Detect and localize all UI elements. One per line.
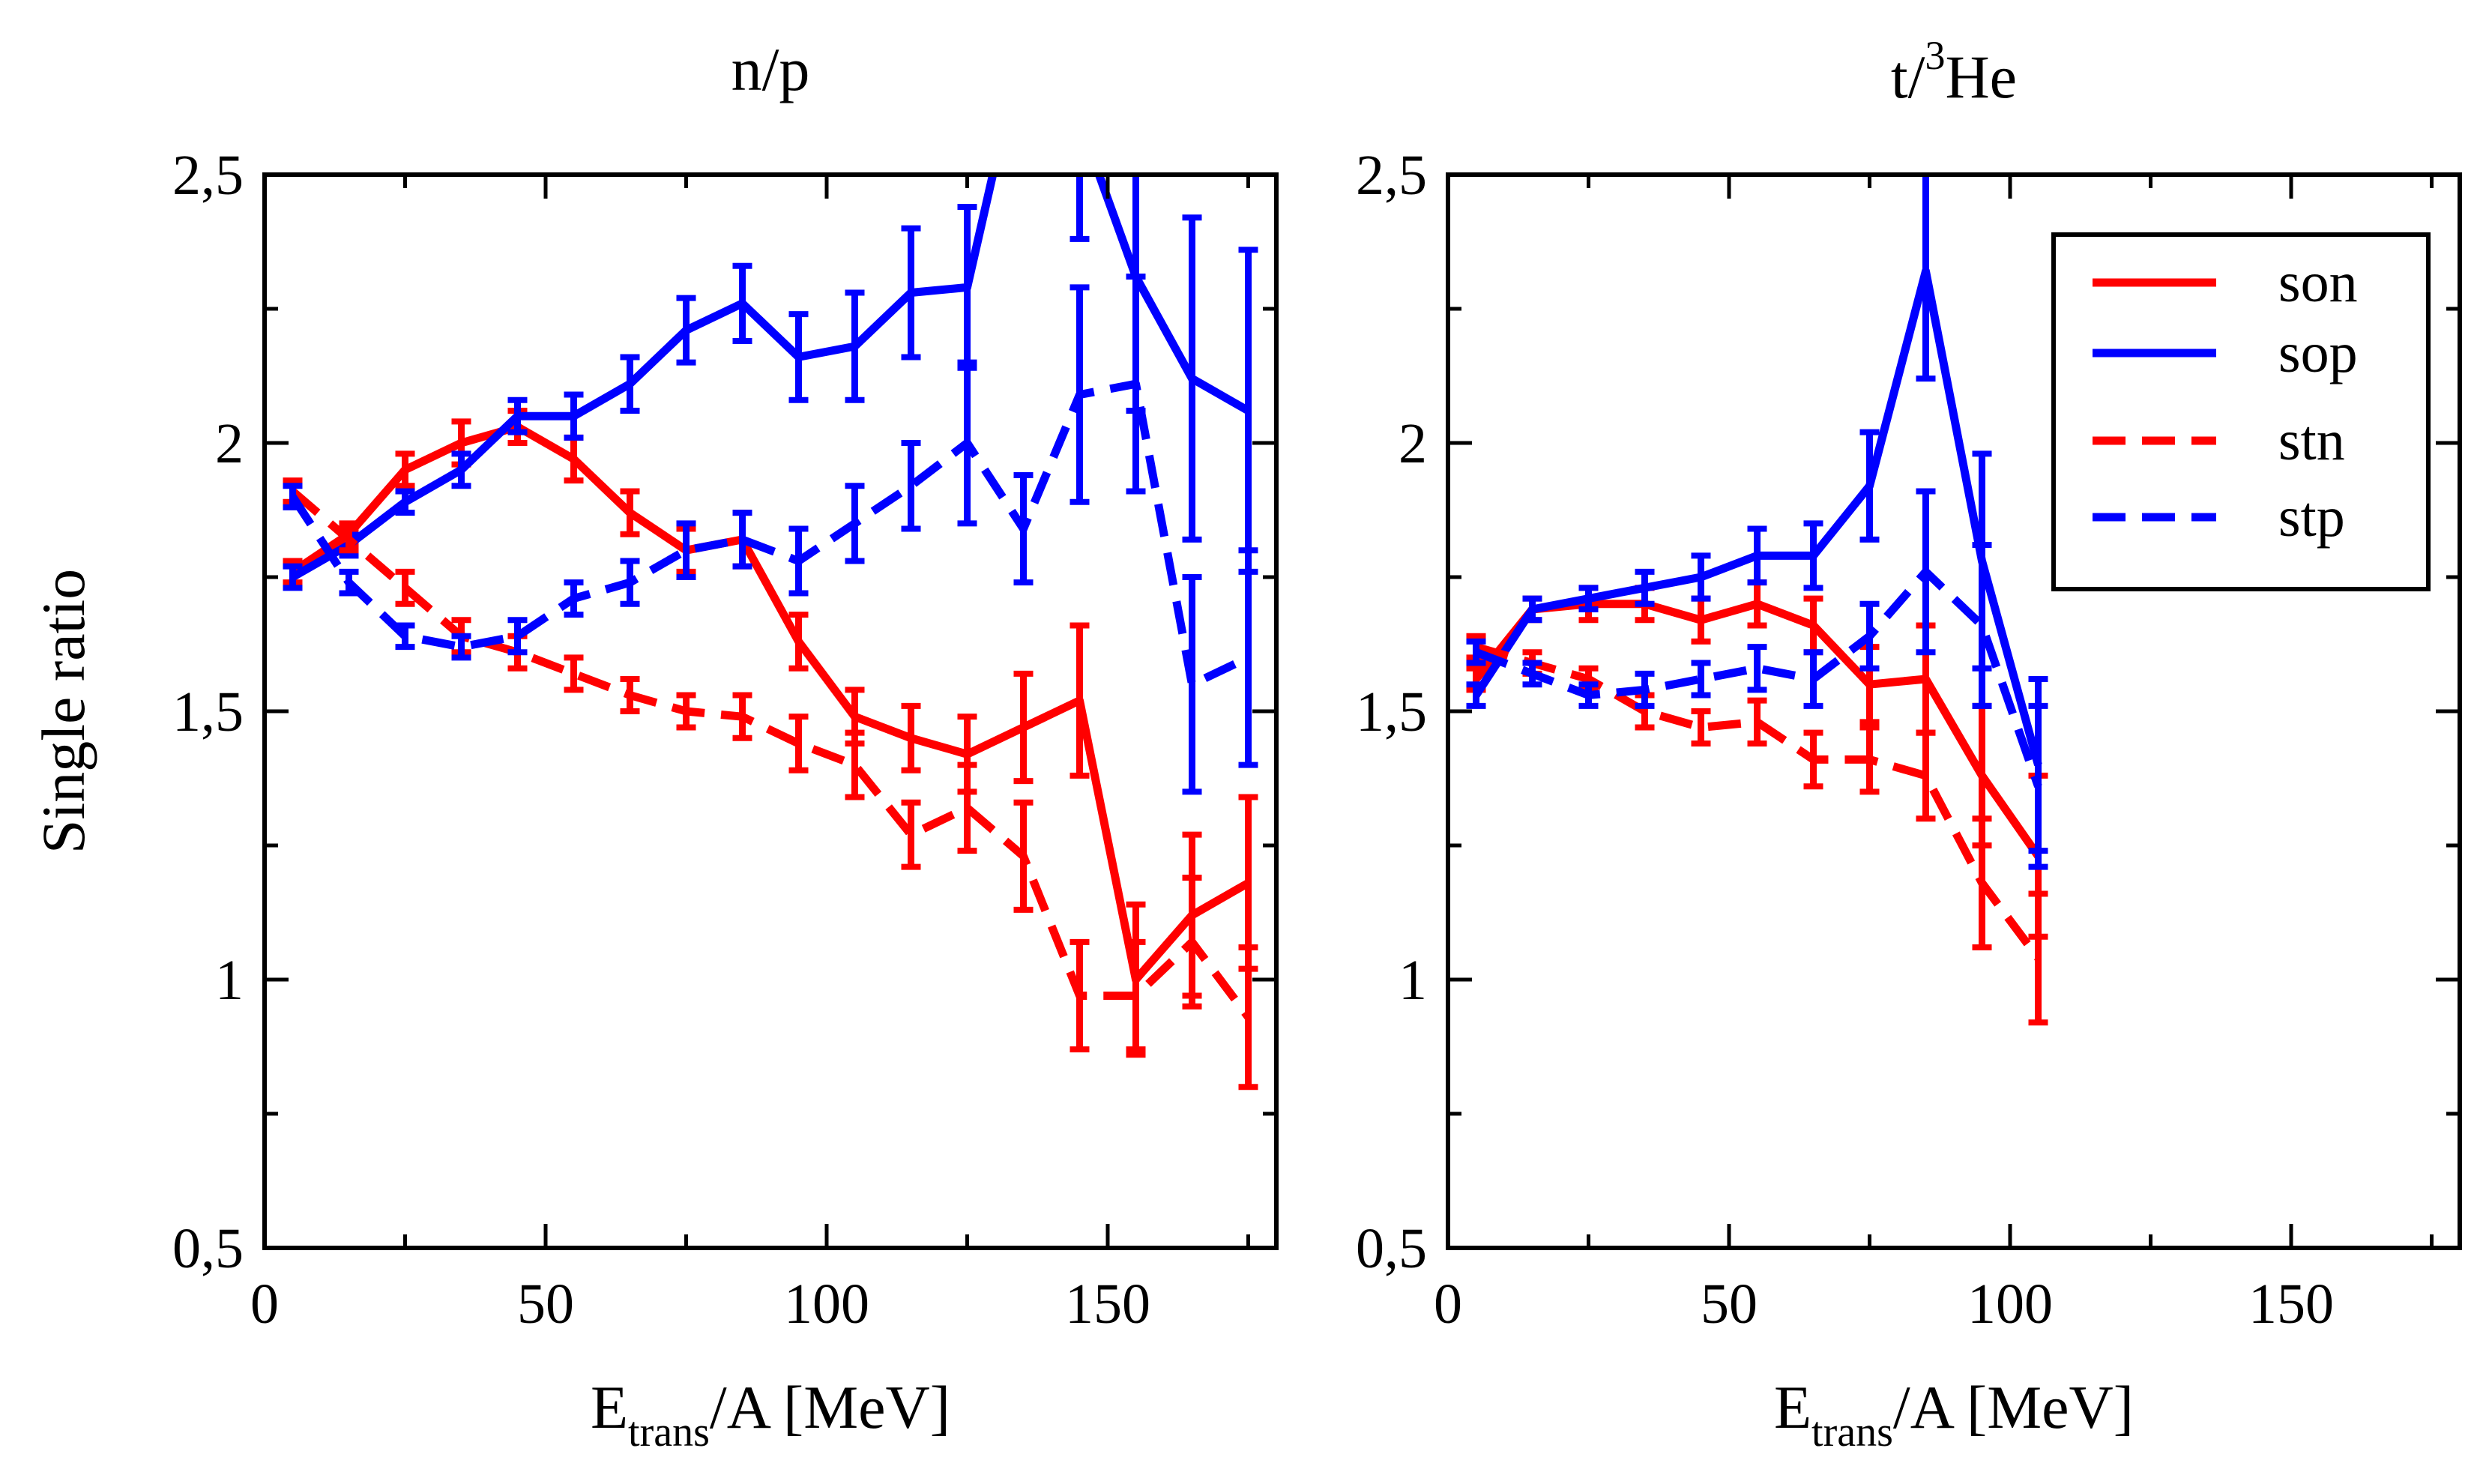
x-axis-title-main: E bbox=[591, 1373, 628, 1441]
series-line-stp bbox=[1474, 567, 2042, 788]
y-tick-label-2-5: 2,5 bbox=[1356, 144, 1427, 207]
series-sop bbox=[1466, 175, 2048, 854]
x-axis-title: Etrans/A [MeV] bbox=[1774, 1373, 2134, 1456]
panel-title: n/p bbox=[731, 35, 810, 103]
plot-frame bbox=[1446, 172, 2462, 1250]
x-tick-label-150: 150 bbox=[1065, 1273, 1150, 1336]
series-stp bbox=[283, 274, 1258, 795]
series-line-stp bbox=[289, 379, 1250, 689]
y-tick-label-1-5: 1,5 bbox=[172, 681, 244, 743]
series-layer bbox=[283, 175, 1258, 1091]
tick-layer: 0 50 100 150 0,5 1 1,5 2 2,5 bbox=[172, 144, 1276, 1336]
series-stn bbox=[1466, 633, 2048, 1026]
x-tick-label-50: 50 bbox=[1701, 1273, 1758, 1336]
panel-n-over-p: n/p 0 50 100 150 0,5 1 1,5 2 2,5 Single ratio Et… bbox=[29, 35, 1279, 1456]
legend-frame bbox=[2051, 232, 2431, 591]
panel-title-main: He bbox=[1945, 43, 2017, 111]
y-tick-label-1: 1 bbox=[1399, 949, 1427, 1012]
panel-title: t/3He bbox=[1891, 33, 2017, 111]
y-tick-label-2: 2 bbox=[215, 412, 244, 475]
x-tick-label-50: 50 bbox=[517, 1273, 574, 1336]
y-tick-label-0-5: 0,5 bbox=[1356, 1217, 1427, 1280]
y-tick-label-2-5: 2,5 bbox=[172, 144, 244, 207]
series-son bbox=[1466, 579, 2048, 940]
series-layer bbox=[1466, 175, 2048, 1026]
panel-title-prefix: t/ bbox=[1891, 43, 1925, 111]
series-line-stn bbox=[1474, 642, 2042, 961]
x-axis-title-sub: trans bbox=[1811, 1409, 1893, 1456]
legend-label-stp: stp bbox=[2278, 486, 2345, 549]
x-tick-label-0: 0 bbox=[1434, 1273, 1462, 1336]
x-axis-title-rest: /A [MeV] bbox=[1893, 1373, 2134, 1441]
y-tick-label-2: 2 bbox=[1399, 412, 1427, 475]
panel-title-sup: 3 bbox=[1925, 33, 1945, 78]
legend-label-stn: stn bbox=[2278, 409, 2345, 472]
plot-frame bbox=[262, 172, 1279, 1250]
panel-t-over-3he: t/3He 0 50 100 150 0,5 1 1,5 2 2,5 Etrans/A [MeV… bbox=[1356, 33, 2462, 1456]
x-tick-label-100: 100 bbox=[1967, 1273, 2053, 1336]
series-line-son bbox=[290, 423, 1251, 984]
series-line-stn bbox=[289, 488, 1252, 1020]
x-axis-title-rest: /A [MeV] bbox=[710, 1373, 950, 1441]
y-tick-label-0-5: 0,5 bbox=[172, 1217, 244, 1280]
legend-label-sop: sop bbox=[2278, 322, 2358, 384]
x-tick-label-100: 100 bbox=[784, 1273, 869, 1336]
x-axis-title: Etrans/A [MeV] bbox=[591, 1373, 950, 1456]
y-tick-label-1: 1 bbox=[215, 949, 244, 1012]
series-stn bbox=[283, 477, 1258, 1091]
legend: son sop stn stp bbox=[2051, 232, 2431, 591]
x-axis-title-sub: trans bbox=[628, 1409, 710, 1456]
legend-label-son: son bbox=[2278, 251, 2358, 314]
tick-layer: 0 50 100 150 0,5 1 1,5 2 2,5 bbox=[1356, 144, 2460, 1336]
series-line-sop bbox=[290, 175, 1251, 581]
y-axis-title: Single ratio bbox=[29, 569, 97, 854]
series-stp bbox=[1466, 488, 2048, 870]
x-tick-label-150: 150 bbox=[2248, 1273, 2334, 1336]
x-axis-title-main: E bbox=[1774, 1373, 1811, 1441]
x-tick-label-0: 0 bbox=[250, 1273, 279, 1336]
y-tick-label-1-5: 1,5 bbox=[1356, 681, 1427, 743]
